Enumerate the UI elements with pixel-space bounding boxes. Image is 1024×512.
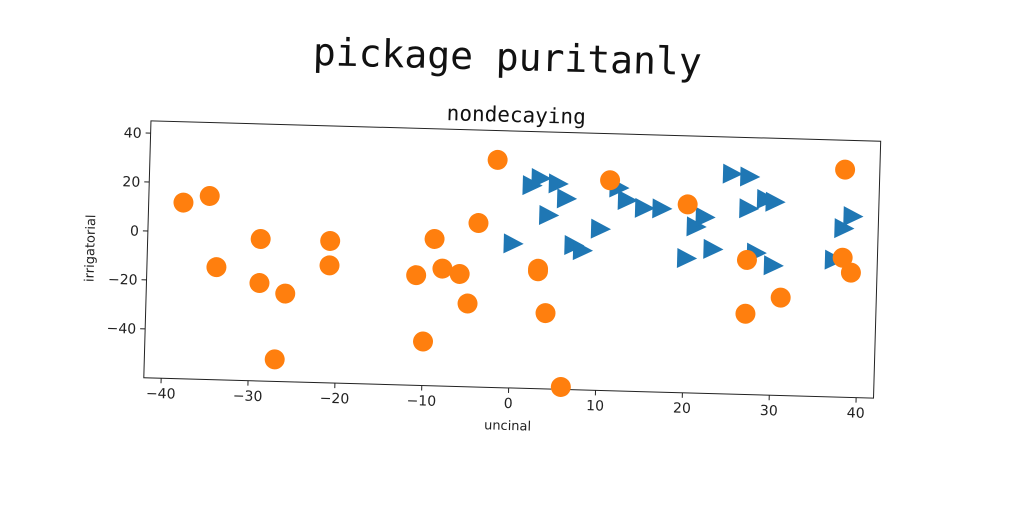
orange-circle-point	[424, 228, 445, 249]
orange-circle-point	[770, 287, 791, 308]
orange-circle-point	[320, 230, 341, 251]
data-points	[173, 149, 864, 397]
blue-triangle-point	[676, 247, 698, 268]
orange-circle-point	[835, 159, 856, 180]
chart-suptitle: pickage puritanly	[312, 30, 702, 84]
orange-circle-point	[600, 170, 621, 191]
orange-circle-point	[406, 265, 427, 286]
orange-circle-point	[677, 194, 698, 215]
orange-circle-point	[832, 247, 853, 268]
x-tick-label: 20	[673, 401, 691, 417]
orange-circle-point	[413, 331, 434, 352]
blue-triangle-point	[740, 166, 761, 187]
x-tick-label: −30	[233, 388, 263, 405]
y-tick-label: 40	[124, 125, 142, 141]
orange-circle-point	[250, 229, 271, 250]
blue-triangle-point	[739, 198, 760, 219]
x-tick-label: 10	[586, 398, 604, 414]
orange-circle-point	[840, 262, 861, 283]
blue-triangle-point	[652, 198, 673, 219]
y-tick-label: −40	[106, 321, 136, 338]
y-axis-label: irrigatorial	[82, 214, 99, 282]
orange-circle-point	[550, 376, 571, 397]
blue-triangle-point	[617, 190, 638, 211]
orange-circle-point	[206, 257, 227, 278]
y-tick-label: 20	[122, 174, 140, 190]
blue-triangle-point	[556, 188, 578, 209]
orange-circle-point	[199, 185, 220, 206]
blue-triangle-point	[834, 218, 855, 239]
x-tick-label: −40	[146, 386, 176, 403]
blue-triangle-point	[531, 168, 552, 189]
blue-triangle-point	[548, 173, 569, 194]
y-tick-label: −20	[108, 272, 138, 289]
blue-triangle-point	[503, 233, 524, 254]
orange-circle-point	[487, 149, 508, 170]
axis-ticks: −40 −30 −20 −10 0 10 20 30 40 −40 −20 0 20 40	[106, 125, 865, 422]
orange-circle-point	[432, 258, 453, 279]
scatter-plot: nondecaying −40 −30 −20 −10 0 10 20 30 40 −40 −20 0…	[82, 101, 882, 435]
x-tick-label: −20	[319, 391, 349, 408]
x-tick-label: 0	[504, 396, 513, 412]
orange-circle-point	[319, 255, 340, 276]
blue-triangle-point	[634, 197, 656, 218]
blue-triangle-point	[763, 255, 784, 276]
orange-circle-point	[249, 273, 270, 294]
x-axis-label: uncinal	[484, 418, 531, 434]
blue-triangle-point	[538, 204, 560, 225]
blue-triangle-point	[765, 191, 786, 212]
chart-title: nondecaying	[446, 101, 586, 129]
blue-triangle-point	[686, 216, 707, 237]
blue-triangle-point	[843, 206, 864, 227]
blue-triangle-point	[572, 240, 594, 261]
orange-circle-point	[468, 213, 489, 234]
orange-circle-point	[264, 349, 285, 370]
x-tick-label: 30	[760, 403, 778, 419]
orange-circle-point	[535, 303, 556, 324]
orange-circle-point	[457, 293, 478, 314]
orange-circle-point	[736, 249, 757, 270]
blue-triangle-point	[703, 238, 724, 259]
blue-triangle-point	[590, 218, 612, 239]
orange-circle-point	[275, 283, 296, 304]
orange-circle-point	[527, 261, 548, 282]
x-tick-label: −10	[406, 393, 436, 410]
blue-triangle-point	[695, 206, 716, 227]
orange-circle-point	[735, 303, 756, 324]
blue-triangle-point	[722, 163, 743, 184]
orange-circle-point	[449, 263, 470, 284]
x-tick-label: 40	[847, 405, 865, 421]
y-tick-label: 0	[130, 223, 139, 239]
orange-circle-point	[173, 192, 194, 213]
